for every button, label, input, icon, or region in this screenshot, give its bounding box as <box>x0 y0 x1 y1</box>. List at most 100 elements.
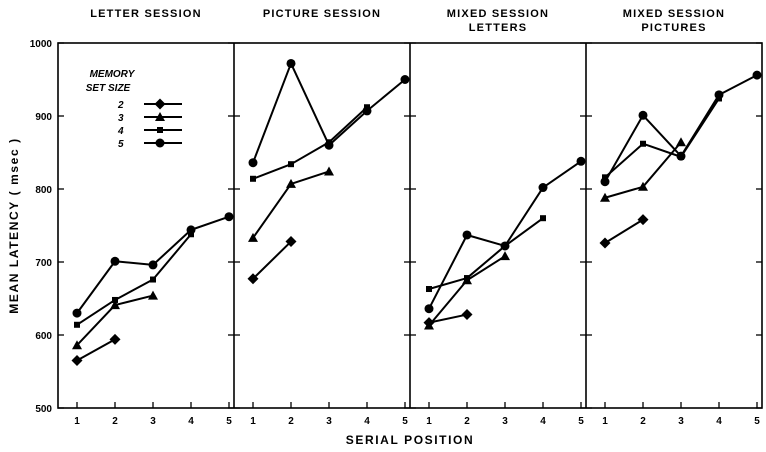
data-point-size-2 <box>71 355 83 367</box>
data-point-size-2 <box>109 333 121 345</box>
data-point-size-5 <box>500 241 510 251</box>
x-tick-label: 5 <box>226 416 232 427</box>
data-point-size-5 <box>110 256 120 266</box>
legend-marker <box>154 98 166 110</box>
data-point-size-5 <box>462 230 472 240</box>
y-tick-label: 500 <box>35 404 52 415</box>
data-point-size-3 <box>676 137 686 147</box>
data-point-size-5 <box>676 151 686 161</box>
x-tick-label: 3 <box>326 416 332 427</box>
data-point-size-5 <box>324 140 334 150</box>
x-axis-label: SERIAL POSITION <box>346 433 474 447</box>
data-point-size-4 <box>150 276 156 283</box>
y-axis-label: MEAN LATENCY ( msec ) <box>7 137 21 314</box>
data-point-size-4 <box>540 215 546 222</box>
legend-title: SET SIZE <box>86 83 131 94</box>
y-tick-label: 1000 <box>30 39 53 50</box>
panel-title: MIXED SESSION <box>623 8 725 20</box>
data-point-size-2 <box>247 273 259 285</box>
data-point-size-5 <box>638 110 648 120</box>
series-line-size-4 <box>604 97 720 179</box>
legend-title: MEMORY <box>90 69 136 80</box>
data-point-size-5 <box>752 70 762 80</box>
data-point-size-3 <box>72 340 82 350</box>
data-point-size-3 <box>324 166 334 176</box>
x-tick-label: 3 <box>678 416 684 427</box>
legend-label: 2 <box>117 100 124 111</box>
data-point-size-3 <box>286 178 296 188</box>
legend-marker <box>155 138 165 148</box>
data-point-size-4 <box>112 296 118 303</box>
data-point-size-5 <box>714 90 724 100</box>
data-point-size-2 <box>637 214 649 226</box>
data-point-size-4 <box>464 275 470 282</box>
data-point-size-4 <box>250 175 256 182</box>
x-tick-label: 1 <box>602 416 608 427</box>
x-tick-label: 1 <box>426 416 432 427</box>
legend-marker <box>155 112 165 121</box>
series-line-size-4 <box>76 233 192 326</box>
x-tick-label: 2 <box>112 416 118 427</box>
data-point-size-5 <box>400 75 410 84</box>
data-point-size-3 <box>424 320 434 330</box>
data-point-size-4 <box>426 286 432 293</box>
data-point-size-2 <box>461 309 473 321</box>
panel-title: PICTURES <box>641 22 706 34</box>
data-point-size-5 <box>538 183 548 193</box>
x-tick-label: 5 <box>754 416 760 427</box>
legend-marker <box>157 127 163 133</box>
data-point-size-5 <box>148 260 158 270</box>
data-point-size-2 <box>599 237 611 249</box>
data-point-size-5 <box>576 156 586 166</box>
x-tick-label: 2 <box>640 416 646 427</box>
data-point-size-4 <box>74 321 80 328</box>
legend-label: 3 <box>118 113 124 124</box>
data-point-size-5 <box>248 158 258 168</box>
series-line-size-5 <box>428 160 582 310</box>
y-tick-label: 700 <box>35 258 52 269</box>
x-tick-label: 1 <box>250 416 256 427</box>
series-line-size-4 <box>252 106 368 180</box>
series-line-size-2 <box>252 240 292 280</box>
legend-label: 5 <box>118 139 124 150</box>
panel-title: LETTER SESSION <box>90 8 202 20</box>
x-tick-label: 5 <box>402 416 408 427</box>
series-line-size-2 <box>604 218 644 244</box>
data-point-size-5 <box>224 212 234 222</box>
data-point-size-4 <box>288 161 294 168</box>
y-tick-label: 600 <box>35 331 52 342</box>
x-tick-label: 3 <box>502 416 508 427</box>
data-point-size-5 <box>72 308 82 318</box>
x-tick-label: 1 <box>74 416 80 427</box>
data-point-size-5 <box>600 177 610 187</box>
x-tick-label: 4 <box>540 416 546 427</box>
data-point-size-3 <box>110 300 120 310</box>
data-point-size-5 <box>362 106 372 116</box>
panel-title: LETTERS <box>469 22 528 34</box>
data-point-size-3 <box>638 181 648 191</box>
data-point-size-5 <box>424 304 434 314</box>
x-tick-label: 5 <box>578 416 584 427</box>
panel-title: MIXED SESSION <box>447 8 549 20</box>
series-line-size-4 <box>428 217 544 290</box>
x-tick-label: 2 <box>464 416 470 427</box>
x-tick-label: 2 <box>288 416 294 427</box>
data-point-size-5 <box>186 225 196 235</box>
legend-label: 4 <box>117 126 124 137</box>
data-point-size-2 <box>285 236 297 248</box>
series-line-size-5 <box>604 74 758 183</box>
series-line-size-2 <box>428 313 468 324</box>
x-tick-label: 4 <box>188 416 194 427</box>
data-point-size-5 <box>286 58 296 68</box>
x-tick-label: 4 <box>364 416 370 427</box>
data-point-size-4 <box>640 140 646 147</box>
data-point-size-3 <box>600 192 610 202</box>
y-tick-label: 800 <box>35 185 52 196</box>
data-point-size-3 <box>500 251 510 261</box>
y-tick-label: 900 <box>35 112 52 123</box>
series-line-size-2 <box>76 338 116 362</box>
panel-title: PICTURE SESSION <box>263 8 381 20</box>
data-point-size-3 <box>148 290 158 300</box>
